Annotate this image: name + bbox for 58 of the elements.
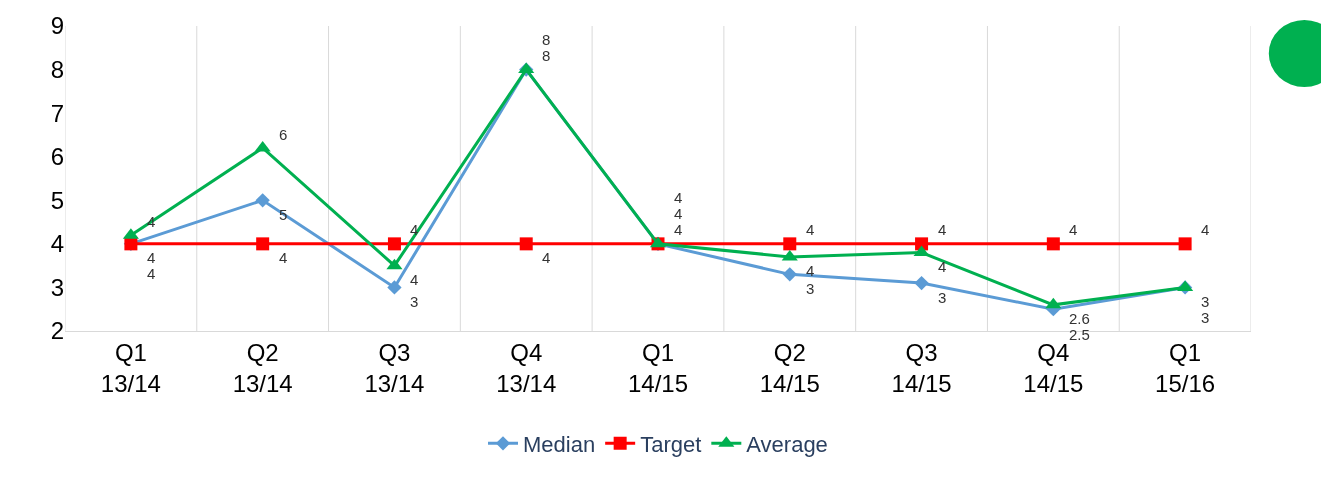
point	[386, 258, 403, 270]
data-label: 4	[542, 249, 551, 266]
point	[256, 237, 270, 251]
data-label: 3	[806, 280, 815, 297]
data-label: 4	[674, 205, 683, 222]
x-tick-label: Q4 13/14	[496, 338, 557, 397]
point	[781, 249, 798, 261]
data-label: 4	[1201, 221, 1210, 238]
data-label: 4	[674, 189, 683, 206]
data-label: 4	[147, 249, 156, 266]
point	[1178, 237, 1192, 251]
data-label: 6	[279, 126, 288, 143]
data-label: 4	[674, 221, 683, 238]
point	[783, 237, 797, 251]
x-tick-label: Q1 14/15	[627, 338, 689, 397]
legend-label: Average	[746, 431, 828, 457]
point	[915, 237, 929, 251]
x-tick-label: Q2 14/15	[759, 338, 820, 397]
point	[782, 267, 797, 282]
data-label: 8	[542, 47, 551, 64]
x-tick-label: Q3 14/15	[891, 338, 952, 397]
point	[913, 245, 930, 257]
y-tick-label: 9	[50, 12, 64, 40]
data-label: 3	[938, 289, 947, 306]
point	[387, 280, 402, 295]
y-tick-label: 4	[50, 230, 64, 258]
data-label: 4	[806, 221, 815, 238]
y-tick-label: 8	[50, 55, 64, 83]
point	[387, 237, 401, 251]
data-label: 2.5	[1069, 326, 1090, 343]
data-label: 3	[410, 293, 419, 310]
data-label: 4	[938, 221, 947, 238]
point	[1046, 237, 1060, 251]
y-tick-label: 7	[50, 99, 64, 127]
data-label: 3	[1201, 309, 1210, 326]
x-tick-label: Q2 13/14	[232, 338, 293, 397]
y-tick-label: 3	[50, 273, 64, 301]
y-tick-label: 2	[50, 317, 64, 345]
legend-label: Target	[640, 431, 702, 457]
point	[1045, 297, 1062, 309]
data-label: 4	[410, 271, 419, 288]
data-label: 4	[147, 265, 156, 282]
legend-label: Median	[523, 431, 596, 457]
data-label: 4	[279, 249, 288, 266]
point	[255, 193, 270, 208]
point	[914, 275, 929, 291]
y-tick-label: 6	[50, 143, 64, 171]
data-label: 2.6	[1069, 310, 1090, 327]
point	[519, 237, 533, 251]
data-label: 8	[542, 31, 551, 48]
data-label: 4	[938, 258, 947, 275]
y-tick-label: 5	[50, 186, 64, 214]
x-tick-label: Q3 13/14	[364, 338, 425, 397]
data-label: 4	[1069, 221, 1078, 238]
data-label: 3	[1201, 293, 1210, 310]
x-tick-label: Q1 15/16	[1155, 338, 1216, 397]
x-tick-label: Q1 13/14	[100, 338, 161, 397]
data-label: 4	[410, 221, 419, 238]
